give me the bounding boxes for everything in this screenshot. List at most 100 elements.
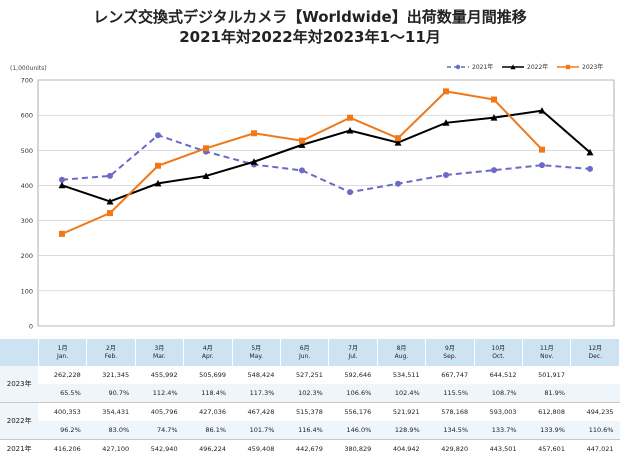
table-cell-value: 443,501 bbox=[474, 439, 523, 458]
data-point-1 bbox=[443, 171, 449, 178]
table-cell-yoy: 102.4% bbox=[377, 384, 426, 403]
table-cell-value: 459,408 bbox=[232, 439, 281, 458]
table-cell-value: 467,428 bbox=[232, 402, 281, 421]
table-header-row: 1月 Jan. 2月 Feb. 3月 Mar. 4月 Apr. 5月 May. 6月 Jun. 7月 Ju… bbox=[0, 339, 620, 366]
row-label: 2022年 bbox=[0, 402, 39, 440]
month-en: Nov. bbox=[540, 352, 554, 360]
table-cell-yoy: 101.7% bbox=[232, 421, 281, 440]
row-label: 2023年 bbox=[0, 366, 39, 403]
plot-area bbox=[37, 79, 615, 327]
data-point-3 bbox=[443, 88, 449, 95]
table-cell-yoy: 116.4% bbox=[280, 421, 329, 440]
table-cell-value: 429,820 bbox=[425, 439, 475, 458]
header-corner bbox=[0, 339, 39, 366]
table-cell-value: 593,003 bbox=[474, 402, 523, 421]
y-tick-label: 0 bbox=[29, 323, 33, 331]
table-cell-yoy: 134.5% bbox=[425, 421, 475, 440]
table-cell-value: 644,512 bbox=[474, 366, 523, 384]
series-line-3 bbox=[61, 90, 543, 235]
month-header: 3月 Mar. bbox=[135, 339, 185, 366]
data-point-2 bbox=[490, 114, 498, 121]
data-point-2 bbox=[250, 158, 258, 165]
table-cell-yoy: 86.1% bbox=[183, 421, 233, 440]
data-point-2 bbox=[586, 148, 594, 156]
table-cell-value: 321,345 bbox=[86, 366, 136, 384]
table-cell-value: 505,699 bbox=[183, 366, 233, 384]
table-row: 2022年 400,353 354,431 405,796 427,036 467,428… bbox=[0, 402, 620, 440]
table-cell-yoy bbox=[570, 384, 620, 403]
month-header: 12月 Dec. bbox=[570, 339, 620, 366]
chart-title-line1: レンズ交換式デジタルカメラ【Worldwide】出荷数量月間推移 bbox=[93, 8, 527, 26]
month-en: May. bbox=[249, 352, 263, 360]
table-cell-yoy: 118.4% bbox=[183, 384, 233, 403]
month-header: 6月 Jun. bbox=[280, 339, 330, 366]
table-cell-value: 527,251 bbox=[280, 366, 329, 384]
table-row: 2023年 262,228 321,345 455,992 505,699 548,424… bbox=[0, 366, 620, 403]
table-cell-value: 592,646 bbox=[328, 366, 378, 384]
y-tick-label: 200 bbox=[21, 252, 33, 260]
legend-label: 2021年 bbox=[472, 63, 493, 71]
data-point-1 bbox=[491, 167, 497, 174]
table-cell-value: 612,808 bbox=[522, 402, 571, 421]
month-en: Sep. bbox=[443, 352, 457, 360]
table-cell-value: 400,353 bbox=[38, 402, 87, 421]
table-cell-value: 404,942 bbox=[377, 439, 426, 458]
table-cell-value: 494,235 bbox=[570, 402, 620, 421]
month-header: 4月 Apr. bbox=[183, 339, 233, 366]
table-cell-value: 578,168 bbox=[425, 402, 475, 421]
month-en: Aug. bbox=[394, 352, 409, 360]
table-cell-value: 521,921 bbox=[377, 402, 426, 421]
month-jp: 12月 bbox=[588, 344, 603, 352]
data-point-3 bbox=[539, 146, 545, 153]
data-point-2 bbox=[346, 127, 354, 134]
table-cell-yoy: 102.3% bbox=[280, 384, 329, 403]
data-point-1 bbox=[587, 165, 593, 172]
month-en: Apr. bbox=[201, 352, 214, 360]
table-cell-yoy: 108.7% bbox=[474, 384, 523, 403]
month-jp: 3月 bbox=[154, 344, 165, 352]
data-point-1 bbox=[395, 180, 401, 187]
table-cell-yoy: 112.4% bbox=[135, 384, 184, 403]
data-point-2 bbox=[202, 172, 210, 179]
data-point-2 bbox=[442, 119, 450, 126]
data-point-3 bbox=[347, 114, 353, 121]
month-en: Oct. bbox=[492, 352, 505, 360]
table-cell-value: 556,176 bbox=[328, 402, 378, 421]
table-cell-value bbox=[570, 366, 620, 384]
y-tick-label: 500 bbox=[21, 147, 33, 155]
month-en: Mar. bbox=[153, 352, 166, 360]
table-cell-value: 405,796 bbox=[135, 402, 184, 421]
legend-marker bbox=[510, 64, 516, 70]
table-cell-yoy: 81.9% bbox=[522, 384, 571, 403]
table-cell-yoy: 110.6% bbox=[570, 421, 620, 440]
table-cell-yoy: 74.7% bbox=[135, 421, 184, 440]
month-jp: 9月 bbox=[445, 344, 455, 352]
table-cell-yoy: 115.5% bbox=[425, 384, 475, 403]
month-header: 7月 Jul. bbox=[328, 339, 378, 366]
data-point-3 bbox=[491, 96, 497, 103]
data-point-3 bbox=[155, 162, 161, 169]
y-tick-label: 100 bbox=[21, 287, 33, 295]
y-tick-label: 600 bbox=[21, 112, 33, 120]
table-cell-yoy: 128.9% bbox=[377, 421, 426, 440]
data-point-1 bbox=[347, 189, 353, 196]
table-cell-value: 534,511 bbox=[377, 366, 426, 384]
table-cell-value: 455,992 bbox=[135, 366, 184, 384]
chart-title-line2: 2021年対2022年対2023年1～11月 bbox=[179, 28, 441, 46]
month-en: Jul. bbox=[348, 352, 358, 360]
series-line-1 bbox=[61, 134, 591, 194]
y-tick-label: 700 bbox=[21, 77, 33, 85]
month-header: 10月 Oct. bbox=[474, 339, 524, 366]
month-header: 8月 Aug. bbox=[377, 339, 427, 366]
table-cell-value: 380,829 bbox=[328, 439, 378, 458]
table-cell-yoy: 133.9% bbox=[522, 421, 571, 440]
table-row-yoy: 96.2% 83.0% 74.7% 86.1% 101.7% 116.4% 146.0% 12… bbox=[0, 421, 620, 440]
data-point-2 bbox=[394, 139, 402, 146]
table-cell-value: 496,224 bbox=[183, 439, 233, 458]
month-en: Dec. bbox=[588, 352, 602, 360]
table-cell-value: 515,378 bbox=[280, 402, 329, 421]
y-tick-label: 400 bbox=[21, 182, 33, 190]
legend-label: 2023年 bbox=[582, 63, 603, 71]
table-cell-yoy: 83.0% bbox=[86, 421, 136, 440]
data-point-3 bbox=[203, 145, 209, 152]
